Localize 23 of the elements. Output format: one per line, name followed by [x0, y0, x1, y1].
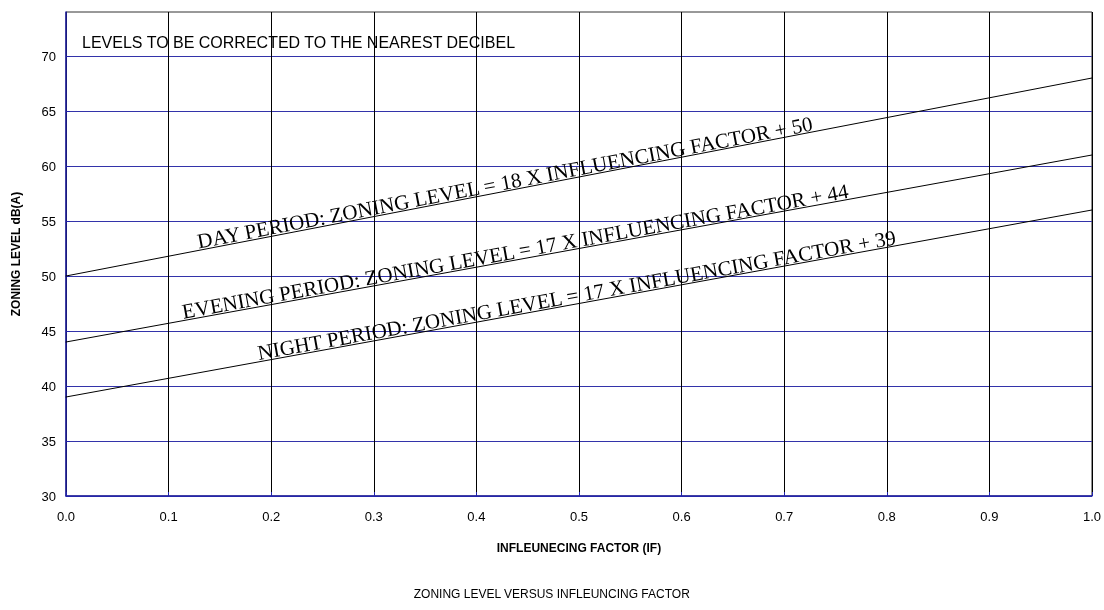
x-tick-label: 0.9 [980, 509, 999, 524]
x-tick-label: 0.4 [467, 509, 486, 524]
x-tick-label: 0.0 [56, 509, 76, 524]
y-axis-title: ZONING LEVEL dB(A) [9, 191, 23, 317]
text: ZONING LEVEL VERSUS INFLEUNCING FACTOR [413, 587, 691, 601]
x-axis-title: INFLEUNECING FACTOR (IF) [496, 541, 662, 555]
x-tick-label: 0.3 [364, 509, 383, 524]
y-tick-label: 30 [41, 488, 56, 504]
x-tick-label: 0.2 [262, 509, 281, 524]
y-tick-label: 45 [41, 323, 56, 339]
x-tick-label: 1.0 [1082, 509, 1101, 524]
y-tick-label: 35 [41, 433, 56, 449]
y-tick-label: 70 [41, 48, 56, 64]
x-tick-label: 0.8 [877, 509, 896, 524]
y-tick-label: 60 [41, 158, 56, 174]
x-tick-label: 0.6 [672, 509, 691, 524]
y-tick-label: 40 [41, 378, 56, 394]
y-tick-label: 65 [41, 103, 56, 119]
x-tick-label: 0.7 [775, 509, 794, 524]
x-tick-label: 0.1 [159, 509, 178, 524]
y-tick-label: 50 [41, 268, 56, 284]
y-tick-label: 55 [41, 213, 56, 229]
x-tick-label: 0.5 [569, 509, 589, 524]
